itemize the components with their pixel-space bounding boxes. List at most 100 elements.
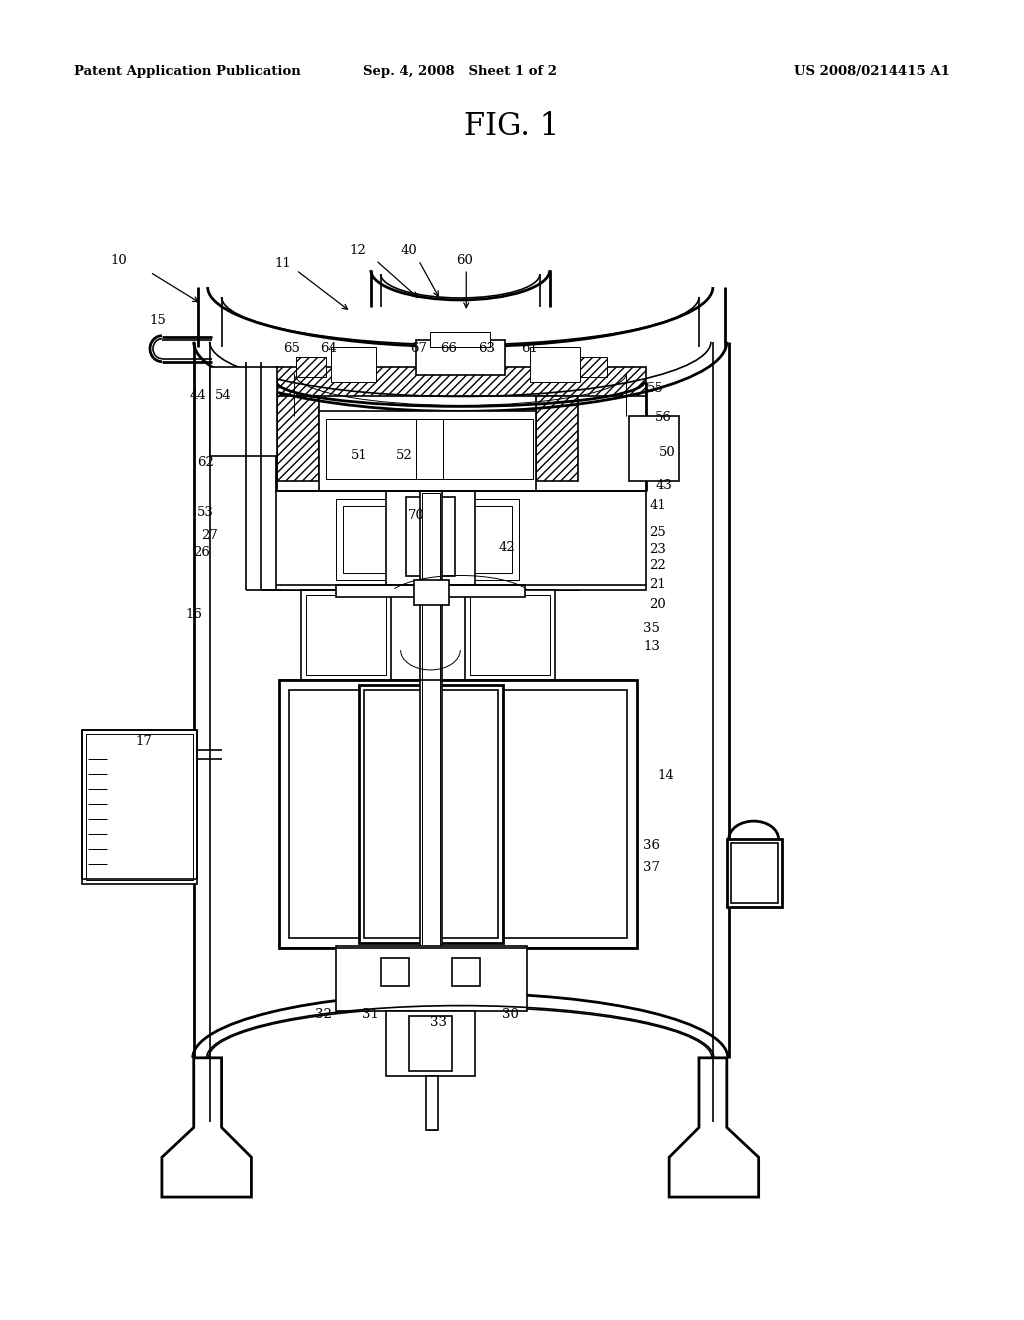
Bar: [358, 685, 503, 944]
Text: 14: 14: [657, 770, 674, 783]
Text: 25: 25: [649, 525, 666, 539]
Text: 10: 10: [111, 255, 127, 267]
Bar: [483, 420, 532, 479]
Text: 54: 54: [215, 389, 232, 403]
Bar: [414, 581, 450, 606]
Bar: [406, 496, 456, 577]
Bar: [276, 491, 336, 590]
Text: 55: 55: [647, 381, 664, 395]
Text: 51: 51: [350, 449, 368, 462]
Bar: [276, 491, 646, 590]
Bar: [731, 843, 777, 903]
Text: 23: 23: [649, 543, 667, 556]
Bar: [364, 690, 498, 939]
Bar: [276, 367, 646, 396]
Text: 30: 30: [502, 1008, 518, 1022]
Text: 40: 40: [400, 244, 417, 257]
Bar: [430, 331, 490, 347]
Text: 62: 62: [198, 457, 214, 469]
Bar: [391, 1016, 470, 1071]
Bar: [82, 730, 197, 884]
Bar: [386, 1011, 475, 1076]
Bar: [423, 492, 440, 1051]
Text: 13: 13: [643, 640, 660, 653]
Text: 61: 61: [521, 342, 539, 355]
Text: 12: 12: [349, 244, 367, 257]
Bar: [443, 420, 532, 479]
Text: 53: 53: [198, 506, 214, 519]
Text: 44: 44: [189, 389, 206, 403]
Bar: [416, 420, 443, 479]
Bar: [212, 368, 244, 454]
Text: US 2008/0214415 A1: US 2008/0214415 A1: [794, 65, 949, 78]
Bar: [428, 1077, 436, 1130]
Bar: [529, 347, 580, 381]
Text: 60: 60: [456, 255, 473, 267]
Bar: [289, 690, 628, 939]
Text: 65: 65: [283, 342, 300, 355]
Bar: [334, 350, 373, 379]
Bar: [383, 961, 407, 985]
Bar: [326, 420, 416, 479]
Bar: [453, 958, 480, 986]
Text: FIG. 1: FIG. 1: [464, 111, 560, 143]
Text: 64: 64: [321, 342, 338, 355]
Bar: [727, 840, 781, 907]
Bar: [296, 356, 326, 376]
Bar: [381, 958, 409, 986]
Bar: [341, 952, 400, 1006]
Text: 21: 21: [649, 578, 666, 591]
Bar: [536, 396, 578, 480]
Bar: [278, 396, 319, 480]
Text: 16: 16: [185, 609, 202, 622]
Text: 20: 20: [649, 598, 666, 611]
Bar: [419, 343, 502, 371]
Bar: [301, 590, 391, 680]
Bar: [426, 1076, 438, 1130]
Bar: [532, 350, 577, 379]
Text: 67: 67: [410, 342, 427, 355]
Text: 37: 37: [643, 861, 660, 874]
Text: 50: 50: [659, 446, 676, 459]
Text: 66: 66: [440, 342, 457, 355]
Text: 17: 17: [135, 735, 153, 747]
Bar: [336, 499, 519, 581]
Bar: [421, 491, 442, 1053]
Bar: [470, 595, 550, 675]
Bar: [336, 946, 527, 1011]
Text: 22: 22: [649, 558, 666, 572]
Polygon shape: [162, 1057, 252, 1197]
Text: 36: 36: [643, 840, 660, 851]
Text: 35: 35: [643, 622, 660, 635]
Bar: [519, 491, 579, 590]
Bar: [343, 506, 512, 573]
Bar: [306, 595, 386, 675]
Text: 31: 31: [362, 1008, 379, 1022]
Bar: [210, 367, 278, 457]
Text: 32: 32: [314, 1008, 332, 1022]
Bar: [455, 961, 478, 985]
Text: 42: 42: [498, 541, 515, 553]
Bar: [630, 416, 679, 480]
Text: Sep. 4, 2008   Sheet 1 of 2: Sep. 4, 2008 Sheet 1 of 2: [362, 65, 557, 78]
Bar: [416, 339, 505, 375]
Text: 43: 43: [655, 479, 672, 492]
Bar: [319, 412, 536, 491]
Bar: [336, 585, 525, 598]
Bar: [417, 583, 446, 602]
Text: 11: 11: [274, 257, 292, 271]
Bar: [280, 680, 637, 949]
Bar: [465, 590, 555, 680]
Bar: [331, 347, 376, 381]
Polygon shape: [669, 1057, 759, 1197]
Text: 27: 27: [201, 529, 218, 541]
Text: Patent Application Publication: Patent Application Publication: [75, 65, 301, 78]
Bar: [409, 1016, 453, 1071]
Bar: [633, 420, 675, 455]
Text: 52: 52: [396, 449, 413, 462]
Bar: [391, 496, 470, 577]
Bar: [567, 356, 607, 376]
Bar: [326, 420, 354, 479]
Bar: [462, 952, 522, 1006]
Text: 33: 33: [430, 1016, 446, 1030]
